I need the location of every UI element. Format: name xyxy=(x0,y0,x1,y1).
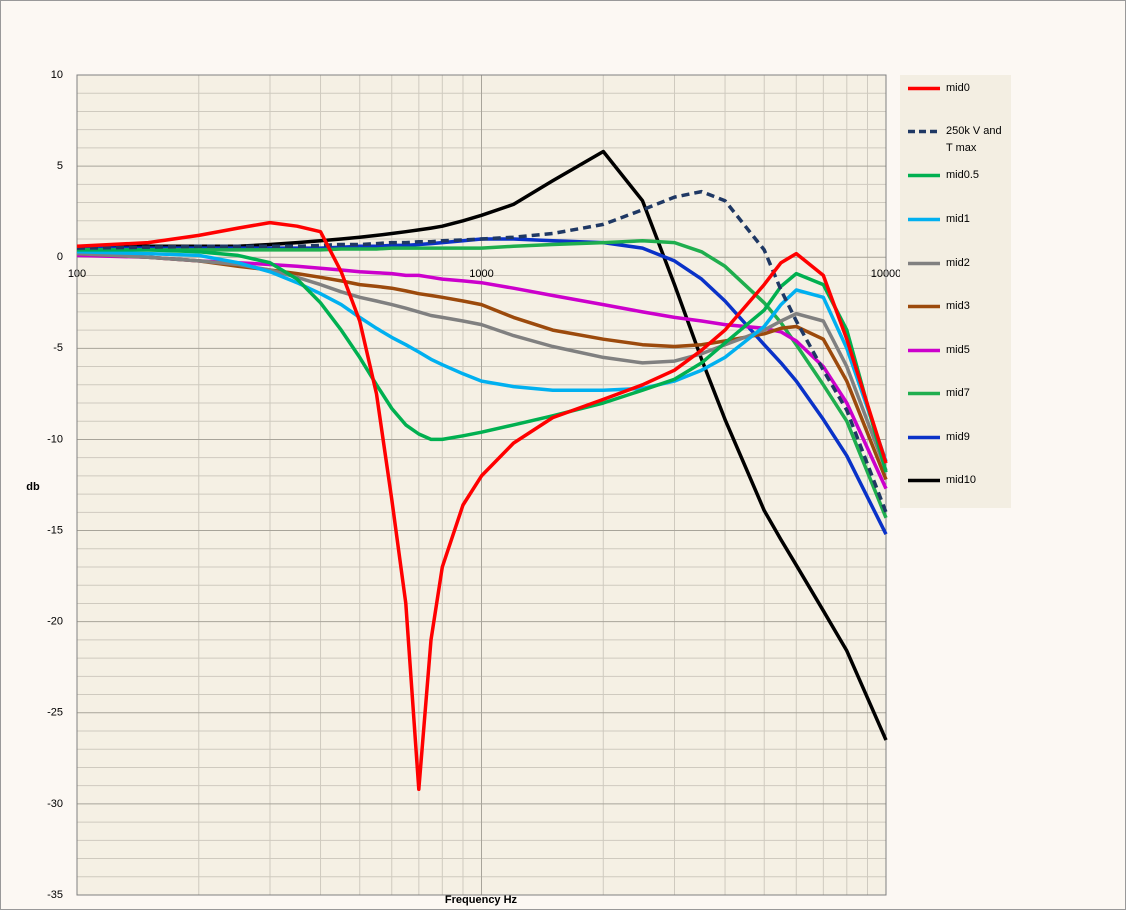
legend-label: 250k V and T max xyxy=(946,125,1002,154)
series-line xyxy=(76,189,888,513)
series-line xyxy=(77,248,888,473)
legend-item: mid2 xyxy=(907,255,1008,272)
legend-swatch xyxy=(908,129,940,134)
legend-item: 250k V and T max xyxy=(907,123,1008,157)
y-axis-label: db xyxy=(26,481,40,493)
y-tick-label: -5 xyxy=(53,342,63,354)
legend-item: mid9 xyxy=(907,429,1008,446)
y-tick-label: -10 xyxy=(47,433,63,445)
legend-swatch xyxy=(908,435,940,440)
legend-item: mid5 xyxy=(907,342,1008,359)
series-line xyxy=(77,237,888,535)
legend-item: mid10 xyxy=(907,472,1008,489)
series-line xyxy=(77,149,888,741)
y-tick-label: -25 xyxy=(47,707,63,719)
legend-label: mid1 xyxy=(946,213,970,225)
legend-item: mid0 xyxy=(907,80,1008,97)
x-axis-label: Frequency Hz xyxy=(445,894,518,906)
legend-item: mid3 xyxy=(907,298,1008,315)
y-tick-label: 0 xyxy=(57,251,63,263)
y-tick-label: -30 xyxy=(47,798,63,810)
legend-swatch xyxy=(908,261,940,266)
grid xyxy=(76,74,887,896)
legend-label: mid0.5 xyxy=(946,169,980,181)
legend-label: mid0 xyxy=(946,82,970,94)
legend-label: mid3 xyxy=(946,300,970,312)
legend-swatch xyxy=(908,173,940,178)
legend-label: mid5 xyxy=(946,344,970,356)
legend-label: mid10 xyxy=(946,474,976,486)
legend-swatch xyxy=(908,478,940,483)
legend-swatch xyxy=(908,304,940,309)
legend-swatch xyxy=(908,86,940,91)
legend-swatch xyxy=(908,217,940,222)
y-tick-label: 5 xyxy=(57,160,63,172)
legend-swatch xyxy=(908,348,940,353)
y-tick-label: 10 xyxy=(51,69,63,81)
series-line xyxy=(76,220,888,792)
legend: mid0 250k V and T max mid0.5 mid1 mid2 mid3 mi… xyxy=(900,75,1011,508)
legend-item: mid7 xyxy=(907,385,1008,402)
legend-label: mid9 xyxy=(946,431,970,443)
legend-item: mid1 xyxy=(907,211,1008,228)
x-tick-label: 1000 xyxy=(469,268,493,280)
legend-label: mid7 xyxy=(946,387,970,399)
series-line xyxy=(76,250,888,462)
legend-swatch xyxy=(908,391,940,396)
y-tick-label: -35 xyxy=(47,889,63,901)
series-line xyxy=(76,251,888,481)
y-tick-label: -15 xyxy=(47,524,63,536)
legend-item: mid0.5 xyxy=(907,167,1008,184)
y-tick-label: -20 xyxy=(47,616,63,628)
legend-label: mid2 xyxy=(946,257,970,269)
